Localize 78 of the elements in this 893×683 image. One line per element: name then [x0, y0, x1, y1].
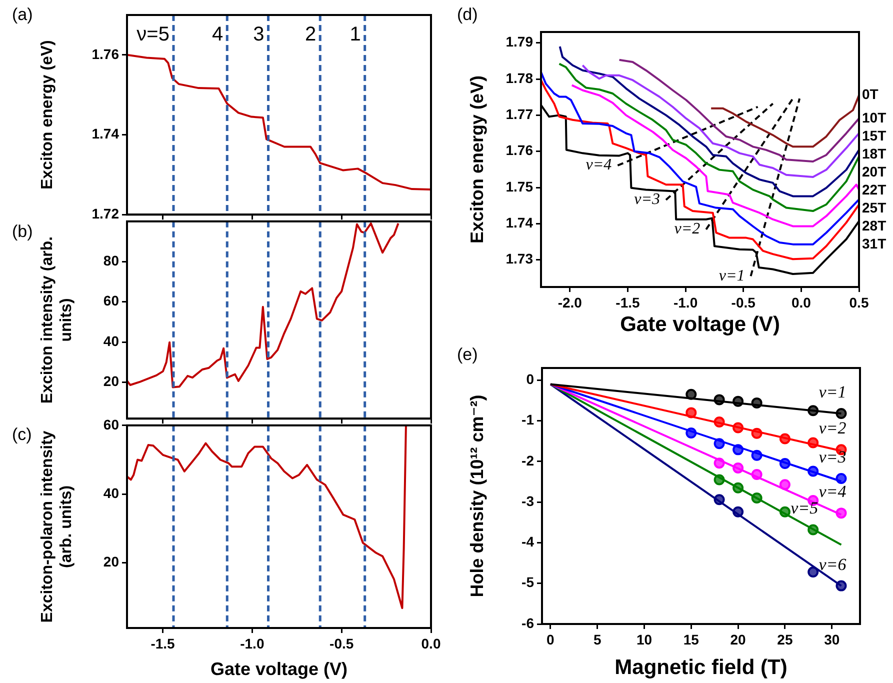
annotation: ν=3: [634, 191, 660, 208]
chart-title: (c): [12, 425, 32, 445]
x-tick-label: 25: [777, 631, 793, 648]
y-tick-label: -1: [522, 412, 534, 428]
y-tick-label: 1.77: [506, 106, 534, 122]
series-label: ν=2: [818, 418, 847, 438]
y-tick-label: -2: [522, 452, 534, 468]
y-tick-label: 1.74: [506, 214, 534, 231]
x-axis-title: Gate voltage (V): [210, 659, 348, 680]
y-tick-label: 40: [103, 484, 120, 501]
annotation: ν=1: [718, 267, 745, 284]
series-label: ν=3: [818, 447, 846, 466]
annotation: 1: [350, 23, 361, 46]
x-axis-title: Magnetic field (T): [614, 656, 788, 680]
x-tick-label: -1.0: [240, 635, 264, 652]
chart-title: (a): [12, 5, 33, 25]
y-tick-label: 1.72: [92, 205, 120, 222]
y-tick-label: 0: [526, 371, 534, 388]
series-label: ν=4: [818, 482, 847, 502]
y-tick-label: 1.79: [506, 34, 534, 50]
y-tick-label: -5: [522, 574, 534, 590]
annotation: ν=5: [136, 23, 170, 46]
series-label: ν=1: [818, 382, 846, 402]
series-label: 25T: [862, 199, 887, 216]
x-tick-label: 0.0: [421, 635, 441, 652]
x-tick-label: 10: [636, 631, 652, 648]
annotation: 2: [305, 23, 316, 46]
y-tick-label: 1.76: [92, 46, 120, 62]
chart-title: (d): [457, 5, 478, 25]
series-label: 0T: [862, 86, 879, 102]
x-tick-label: -0.5: [330, 635, 354, 652]
y-tick-label: -4: [522, 534, 534, 550]
y-axis-title: Exciton energy (eV): [39, 40, 56, 190]
x-tick-label: 30: [824, 631, 840, 648]
x-tick-label: -1.5: [616, 294, 640, 310]
y-axis-title: Exciton intensity (arb. units): [39, 236, 76, 404]
x-axis-title: Gate voltage (V): [620, 313, 780, 336]
annotation: 4: [212, 23, 224, 46]
x-tick-label: -1.5: [150, 635, 176, 652]
y-tick-label: 1.74: [92, 126, 120, 142]
x-tick-label: -2.0: [558, 294, 582, 310]
series-label: ν=5: [790, 498, 818, 518]
y-tick-label: 40: [103, 332, 120, 349]
series-label: 15T: [862, 127, 887, 144]
x-tick-label: 0.0: [791, 294, 812, 310]
annotation: 3: [253, 23, 264, 46]
y-tick-label: 60: [103, 416, 120, 432]
x-tick-label: 15: [683, 631, 700, 648]
series-label: 20T: [862, 163, 887, 180]
x-tick-label: -0.5: [731, 294, 756, 310]
y-tick-label: 80: [103, 252, 120, 269]
annotation: ν=2: [674, 220, 700, 238]
x-tick-label: 0.5: [849, 294, 869, 310]
chart-title: (e): [457, 345, 478, 365]
x-tick-label: 5: [593, 631, 602, 648]
y-axis-title: Hole density (10¹² cm⁻²): [466, 394, 487, 598]
y-tick-label: 1.73: [506, 250, 534, 267]
x-tick-label: 20: [730, 631, 746, 648]
series-label: 28T: [862, 217, 887, 234]
series-label: 18T: [862, 145, 887, 162]
x-tick-label: 0: [546, 631, 555, 648]
y-tick-label: -3: [522, 492, 534, 509]
y-tick-label: 1.75: [506, 178, 534, 194]
y-axis-title: Exciton energy (eV): [466, 75, 487, 244]
y-tick-label: 60: [103, 292, 120, 309]
series-label: 31T: [862, 235, 887, 252]
series-label: ν=6: [818, 554, 847, 574]
x-tick-label: -1.0: [673, 294, 698, 310]
y-tick-label: -6: [522, 614, 534, 631]
annotation: ν=4: [586, 156, 612, 174]
y-axis-title: Exciton-polaron intensity (arb. units): [39, 430, 76, 623]
y-tick-label: 1.76: [506, 142, 534, 158]
chart-title: (b): [12, 222, 33, 242]
y-tick-label: 1.78: [506, 70, 534, 86]
series-label: 10T: [862, 109, 887, 126]
y-tick-label: 20: [103, 554, 120, 570]
series-label: 22T: [862, 181, 887, 198]
y-tick-label: 20: [103, 373, 120, 390]
